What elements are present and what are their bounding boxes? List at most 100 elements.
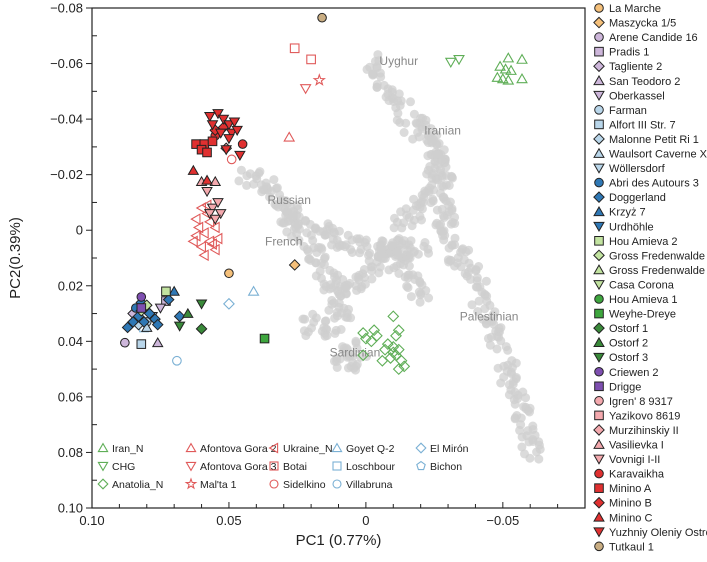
background-sample-point bbox=[372, 82, 382, 92]
inplot-legend-item: Iran_N bbox=[97, 442, 144, 455]
data-point bbox=[516, 72, 528, 84]
background-sample-point bbox=[492, 344, 502, 354]
data-point bbox=[202, 147, 212, 158]
x-tick-label: 0 bbox=[362, 513, 369, 528]
data-point bbox=[384, 352, 397, 364]
legend-label: Drigge bbox=[609, 381, 641, 393]
data-point bbox=[502, 52, 515, 63]
legend-label: Oberkassel bbox=[609, 90, 665, 102]
background-sample-point bbox=[433, 175, 442, 185]
data-point bbox=[195, 299, 208, 310]
legend-marker-icon bbox=[332, 461, 342, 471]
legend-marker-icon bbox=[593, 60, 605, 73]
side-legend-item: Tagliente 2 bbox=[593, 60, 662, 73]
background-sample-point bbox=[424, 293, 434, 303]
legend-label: Goyet Q-2 bbox=[346, 443, 395, 455]
background-sample-point bbox=[336, 291, 346, 301]
legend-marker-icon bbox=[594, 396, 604, 406]
legend-marker-icon bbox=[594, 46, 604, 57]
background-sample-point bbox=[507, 356, 517, 366]
legend-marker-icon bbox=[594, 468, 604, 479]
background-sample-point bbox=[352, 359, 362, 369]
background-sample-point bbox=[388, 94, 398, 104]
side-legend-item: Abri des Autours 3 bbox=[594, 178, 699, 190]
background-sample-point bbox=[277, 195, 287, 205]
legend-marker-icon bbox=[593, 424, 605, 436]
background-sample-point bbox=[346, 245, 356, 254]
background-sample-point bbox=[474, 296, 484, 306]
data-point bbox=[190, 213, 201, 226]
legend-label: Malonne Petit Ri 1 bbox=[609, 134, 699, 146]
background-sample-point bbox=[303, 246, 313, 256]
data-point bbox=[212, 198, 224, 209]
background-sample-point bbox=[379, 80, 389, 90]
data-point bbox=[259, 333, 270, 344]
side-legend-item: Krzyż 7 bbox=[593, 205, 646, 219]
background-sample-point bbox=[415, 297, 425, 307]
side-legend-item: Hou Amieva 1 bbox=[594, 294, 677, 306]
legend-label: Krzyż 7 bbox=[609, 207, 646, 219]
background-sample-point bbox=[301, 216, 311, 226]
data-point bbox=[206, 203, 219, 214]
data-point bbox=[516, 53, 528, 64]
background-sample-point bbox=[444, 243, 454, 253]
sample-points bbox=[120, 12, 528, 376]
background-sample-point bbox=[472, 273, 482, 283]
data-point bbox=[398, 360, 411, 373]
background-sample-point bbox=[368, 69, 377, 79]
background-sample-point bbox=[335, 241, 345, 251]
legend-label: Arene Candide 16 bbox=[609, 32, 698, 44]
legend-label: Minino A bbox=[609, 483, 652, 495]
background-sample-point bbox=[446, 256, 456, 266]
side-legend-item: Gross Fredenwalde B bbox=[593, 264, 707, 277]
legend-label: CHG bbox=[112, 461, 135, 473]
data-point bbox=[390, 329, 402, 342]
side-legend-item: Yuzhniy Oleniy Ostrov bbox=[593, 527, 707, 539]
background-sample-point bbox=[401, 118, 411, 128]
side-legend-item: Minino B bbox=[593, 496, 652, 510]
legend-label: Afontova Gora 2 bbox=[200, 443, 277, 455]
background-sample-point bbox=[286, 201, 295, 211]
data-point bbox=[317, 12, 327, 23]
legend-marker-icon bbox=[594, 541, 604, 552]
legend-marker-icon bbox=[593, 336, 605, 348]
series-arene-candide-16 bbox=[120, 337, 130, 348]
series-sidelkino bbox=[226, 154, 237, 165]
legend-label: Yuzhniy Oleniy Ostrov bbox=[609, 527, 707, 539]
background-sample-point bbox=[367, 266, 377, 276]
data-point bbox=[496, 72, 509, 84]
background-sample-point bbox=[330, 313, 340, 323]
background-sample-point bbox=[364, 250, 373, 260]
data-point bbox=[387, 310, 400, 323]
legend-label: Tagliente 2 bbox=[609, 61, 662, 73]
legend-label: Vovnigi I-II bbox=[609, 454, 660, 466]
side-legend-item: Farman bbox=[594, 105, 647, 117]
series-chg bbox=[444, 54, 465, 69]
legend-marker-icon bbox=[593, 280, 605, 291]
background-sample-point bbox=[302, 228, 312, 238]
region-label: Iranian bbox=[424, 123, 461, 137]
data-point bbox=[214, 209, 227, 220]
x-axis-title: PC1 (0.77%) bbox=[296, 532, 382, 549]
legend-marker-icon bbox=[331, 442, 343, 453]
background-sample-point bbox=[471, 282, 481, 292]
data-point bbox=[224, 268, 234, 279]
data-point bbox=[392, 343, 405, 356]
series-mal-ta-1 bbox=[312, 73, 326, 86]
background-sample-point bbox=[332, 357, 342, 366]
background-sample-point bbox=[376, 253, 386, 263]
background-sample-point bbox=[450, 233, 460, 243]
data-point bbox=[168, 285, 180, 296]
side-legend-item: Murzihinskiy II bbox=[593, 424, 679, 437]
background-sample-point bbox=[460, 269, 470, 279]
data-point bbox=[182, 307, 194, 318]
data-point bbox=[444, 57, 457, 69]
background-sample-point bbox=[511, 373, 521, 382]
legend-marker-icon bbox=[593, 454, 605, 465]
background-sample-point bbox=[417, 280, 427, 290]
inplot-legend-item: Anatolia_N bbox=[97, 478, 163, 491]
data-point bbox=[201, 174, 213, 185]
series-minino-c bbox=[187, 164, 213, 185]
data-point bbox=[225, 128, 238, 139]
background-sample-point bbox=[315, 266, 325, 276]
